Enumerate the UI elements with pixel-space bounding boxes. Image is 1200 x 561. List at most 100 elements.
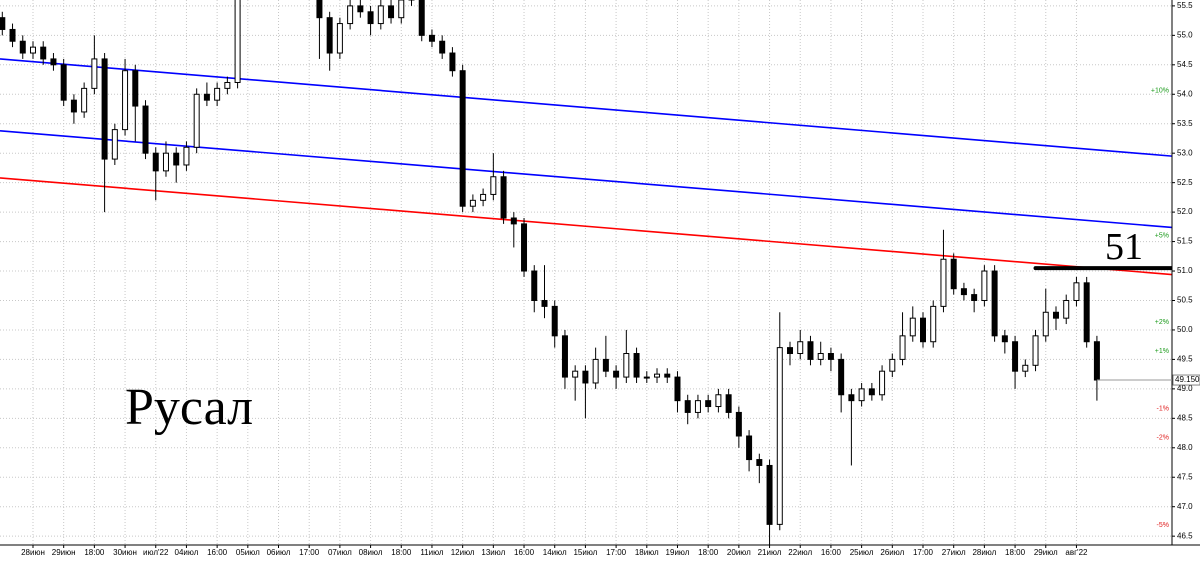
candle-body [224, 81, 231, 89]
y-tick-label: 53.5 [1177, 119, 1193, 128]
candle-body [60, 64, 67, 101]
plot-area [0, 0, 1172, 545]
candle-body [623, 353, 630, 378]
candle-body [19, 40, 26, 54]
x-tick-label: июл'22 [143, 548, 169, 557]
level-label: 51 [1105, 226, 1143, 268]
candle-body [50, 58, 57, 66]
trend-line [0, 177, 1172, 276]
candle-body [971, 294, 978, 301]
y-tick-label: 49.0 [1177, 384, 1193, 393]
candle-body [521, 223, 528, 272]
x-tick-label: 15июл [573, 548, 597, 557]
x-tick-label: 28июн [21, 548, 45, 557]
x-tick-label: 18:00 [391, 548, 412, 557]
candle-body [101, 58, 108, 160]
candle-body [787, 347, 794, 355]
candle-body [490, 176, 497, 195]
candle-body [592, 358, 599, 384]
x-tick-label: 18:00 [698, 548, 719, 557]
candle-body [510, 217, 517, 225]
candle-body [214, 87, 221, 101]
y-tick-label: 52.5 [1177, 178, 1193, 187]
candle-body [735, 411, 742, 437]
candle-body [40, 46, 47, 60]
y-tick-label: 50.5 [1177, 296, 1193, 305]
x-tick-label: 13июл [481, 548, 505, 557]
candle-body [122, 70, 129, 131]
y-tick-label: 47.0 [1177, 502, 1193, 511]
x-tick-label: 26июл [880, 548, 904, 557]
candle-body [1073, 282, 1080, 301]
candle-body [582, 370, 589, 384]
candle-body [1063, 299, 1070, 319]
chart-title: Русал [125, 379, 253, 436]
candle-body [1012, 341, 1019, 372]
candle-body [183, 146, 190, 166]
x-tick-label: 16:00 [514, 548, 535, 557]
candle-body [664, 373, 671, 378]
y-tick-label: 53.0 [1177, 148, 1193, 157]
candle-body [357, 5, 364, 13]
x-tick-label: 27июл [942, 548, 966, 557]
y-tick-label: 48.0 [1177, 443, 1193, 452]
candle-body [572, 370, 579, 378]
candle-body [388, 5, 395, 19]
candle-body [879, 370, 886, 396]
candle-body [868, 388, 875, 396]
candle-body [459, 70, 466, 207]
x-tick-label: 17:00 [913, 548, 934, 557]
percent-label: -1% [1157, 406, 1169, 413]
candle-body [234, 0, 241, 83]
candle-body [613, 370, 620, 378]
y-tick-label: 55.5 [1177, 1, 1193, 10]
x-tick-label: 14июл [543, 548, 567, 557]
last-price-box [1172, 374, 1200, 386]
candle-body [858, 388, 865, 402]
candle-body [29, 46, 36, 54]
x-tick-label: 30июн [113, 548, 137, 557]
x-tick-label: 18:00 [84, 548, 105, 557]
candle-body [551, 305, 558, 337]
candle-body [418, 0, 425, 36]
candle-body [480, 193, 487, 201]
candle-body [91, 58, 98, 89]
percent-label: +2% [1155, 319, 1169, 326]
candle-body [643, 376, 650, 379]
x-tick-label: 19июл [666, 548, 690, 557]
candle-body [827, 353, 834, 360]
x-tick-label: 16:00 [207, 548, 228, 557]
x-tick-label: 29июн [52, 548, 76, 557]
x-tick-label: авг'22 [1065, 548, 1088, 557]
y-tick-label: 52.0 [1177, 207, 1193, 216]
candle-body [950, 258, 957, 290]
candle-body [920, 317, 926, 343]
candle-body [756, 459, 763, 466]
candle-body [817, 353, 824, 360]
candle-body [70, 99, 77, 113]
x-tick-label: 22июл [788, 548, 812, 557]
y-tick-label: 55.0 [1177, 30, 1193, 39]
x-tick-label: 12июл [451, 548, 475, 557]
x-tick-label: 28июл [972, 548, 996, 557]
y-tick-label: 51.5 [1177, 237, 1193, 246]
x-tick-label: 05июл [236, 548, 260, 557]
candle-body [173, 152, 180, 166]
candle-body [469, 199, 476, 207]
x-tick-label: 17:00 [299, 548, 320, 557]
candle-body [960, 288, 967, 296]
y-tick-label: 51.0 [1177, 266, 1193, 275]
candle-body [193, 93, 200, 148]
candle-body [1052, 311, 1059, 319]
percent-label: -2% [1157, 435, 1169, 442]
candle-body [500, 176, 507, 219]
x-tick-label: 07июл [328, 548, 352, 557]
candle-body [1083, 282, 1090, 343]
candle-body [746, 435, 753, 461]
percent-label: +5% [1155, 233, 1169, 240]
x-tick-label: 21июл [758, 548, 782, 557]
candle-body [347, 5, 354, 25]
candle-body [541, 299, 548, 307]
percent-label: -5% [1157, 522, 1169, 529]
